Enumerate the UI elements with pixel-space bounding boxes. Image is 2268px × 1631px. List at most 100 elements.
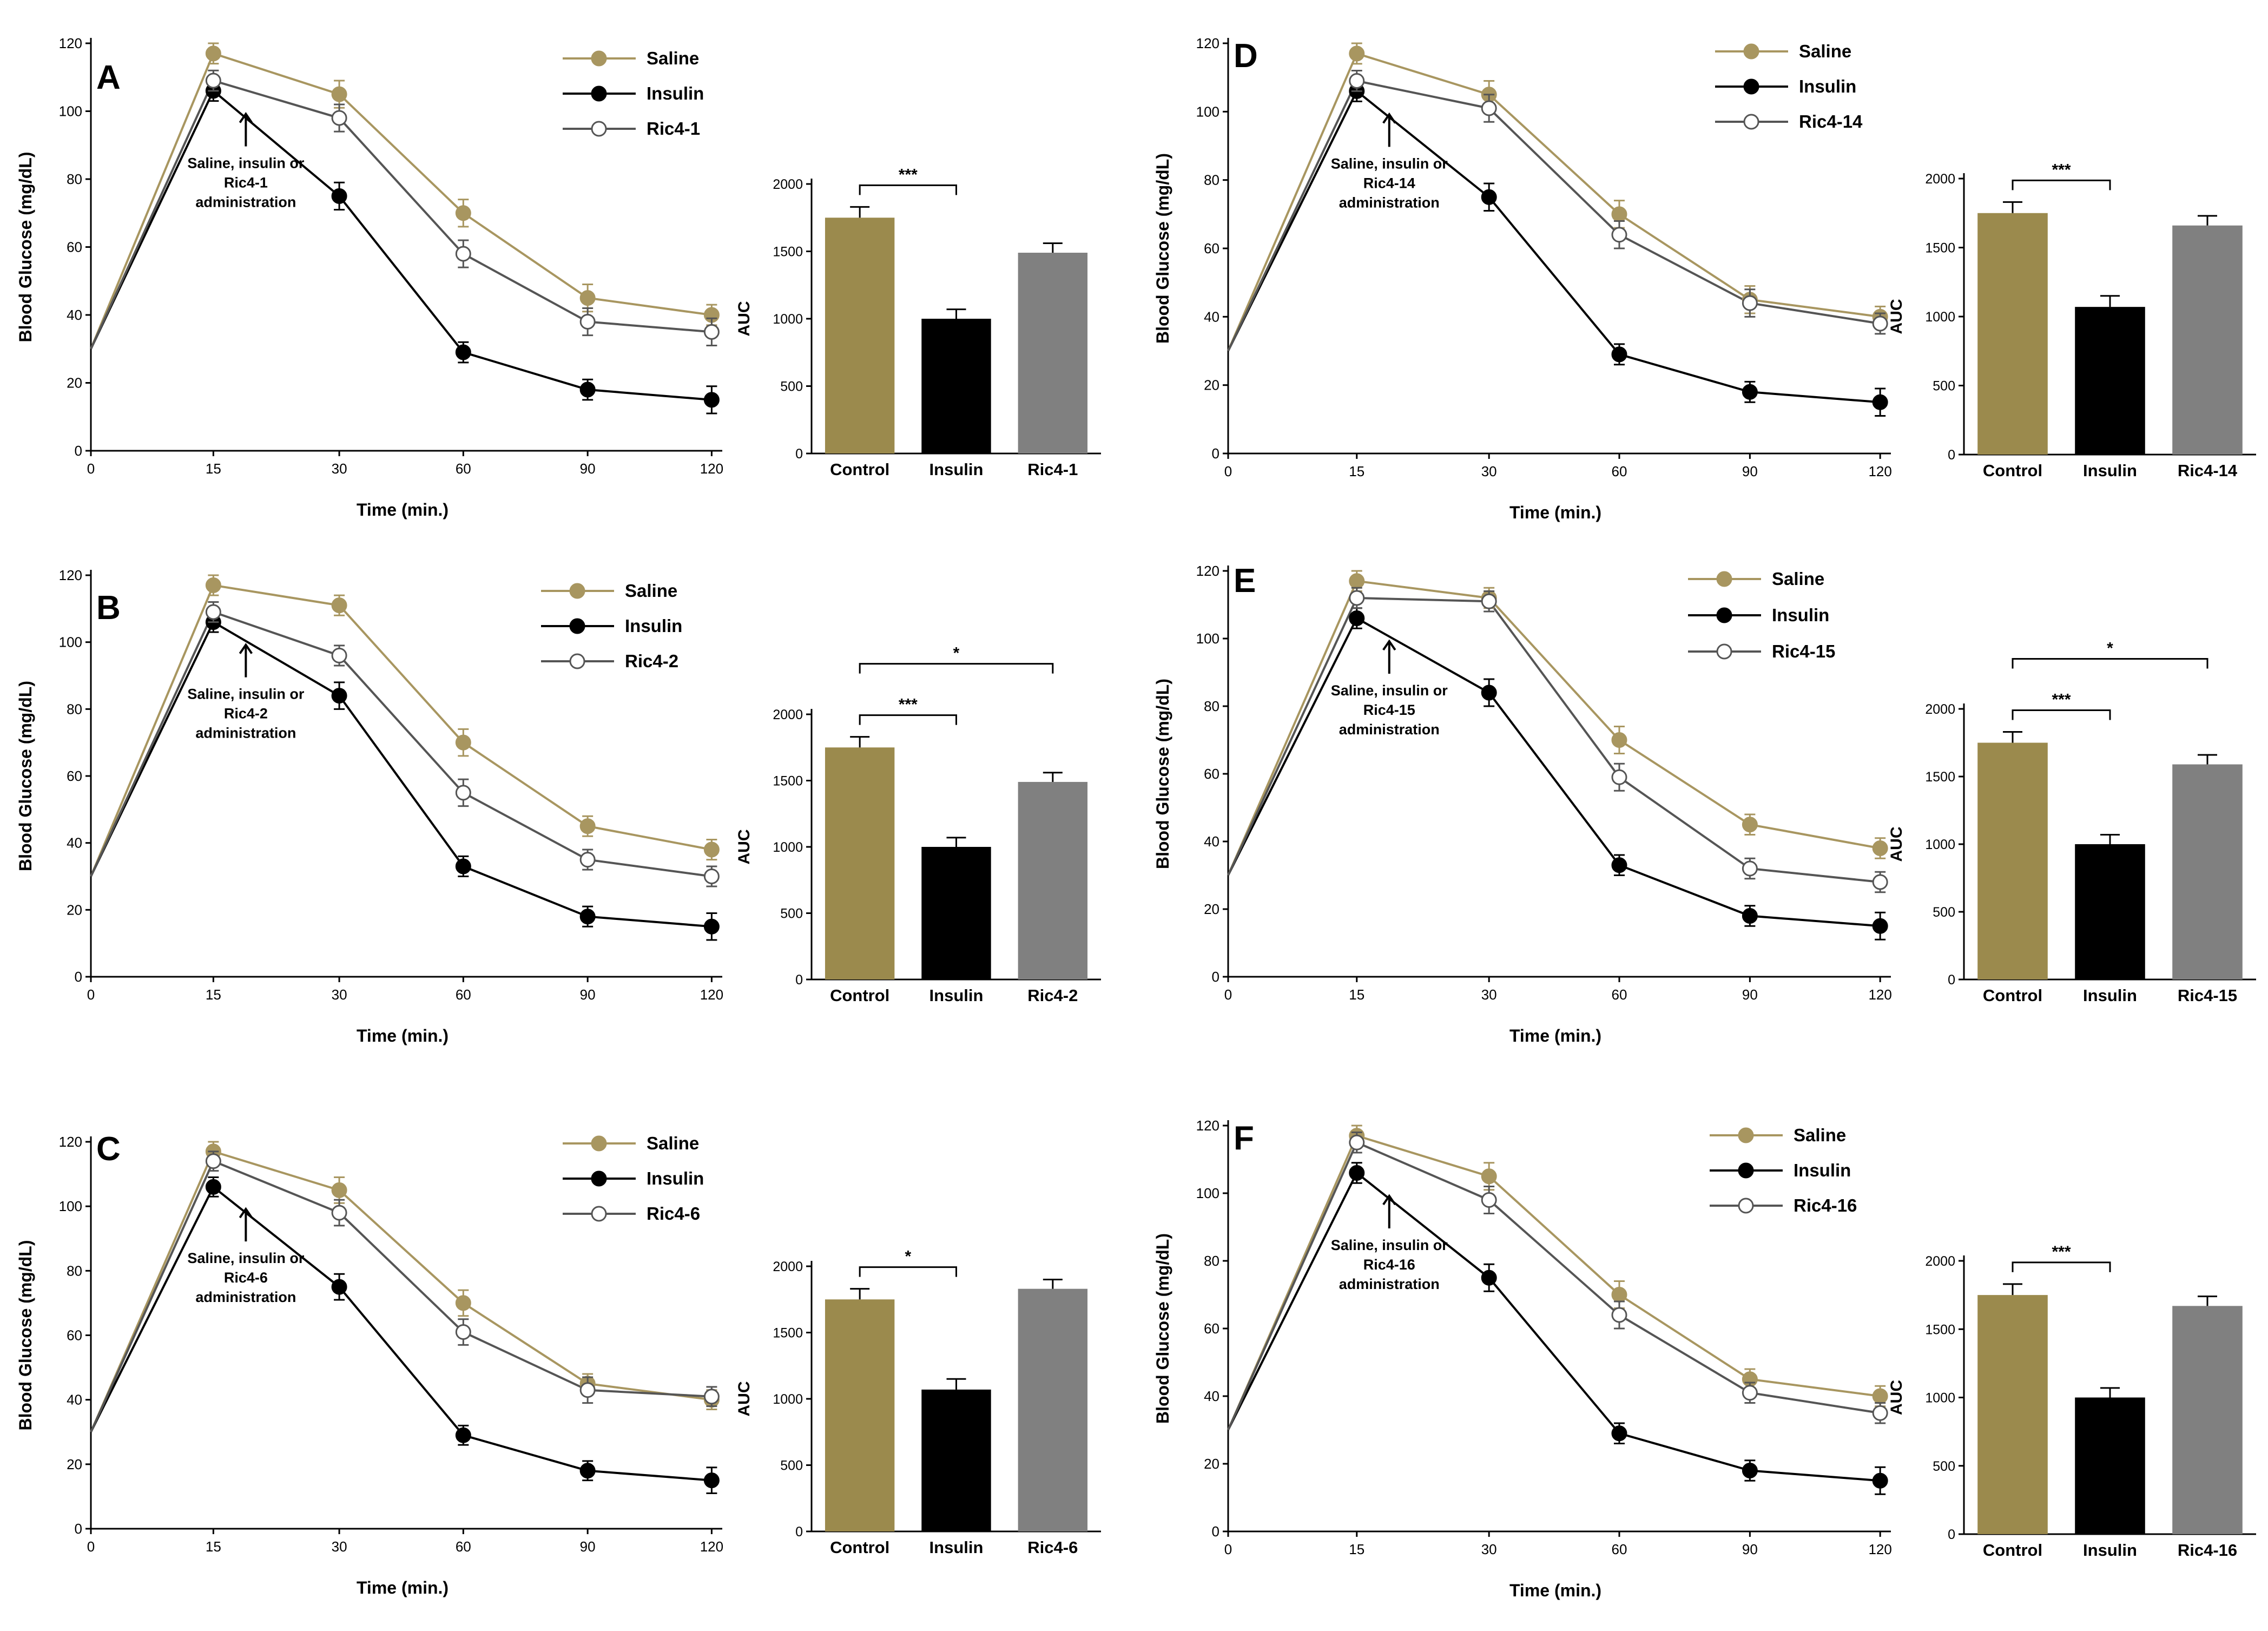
auc-bar-ric4-15 (2172, 764, 2243, 979)
x-tick-label: 0 (87, 461, 95, 477)
x-tick-label: 60 (456, 461, 471, 477)
y-tick-label: 60 (1204, 1320, 1219, 1337)
data-point (1481, 100, 1497, 116)
data-point (1349, 590, 1365, 606)
bar-category-label: Ric4-15 (2178, 986, 2237, 1005)
auc-bar-control (825, 1299, 895, 1531)
bar-category-label: Ric4-6 (1027, 1538, 1078, 1557)
y-tick-label: 120 (59, 567, 82, 583)
legend-marker (1743, 114, 1759, 130)
data-point (1611, 1307, 1627, 1323)
x-tick-label: 30 (332, 987, 347, 1003)
y-tick-label: 60 (67, 1327, 82, 1344)
auc-bar-chart-c: 0 500 1000 1500 2000 AUC Control Insulin Ric4-6 * (735, 1248, 1101, 1557)
legend-marker (569, 583, 585, 599)
y-tick-label: 100 (1196, 103, 1219, 120)
data-point (1481, 189, 1497, 205)
bar-y-tick-label: 500 (1933, 1459, 1955, 1474)
y-tick-label: 0 (1212, 969, 1219, 985)
data-point (455, 1324, 471, 1340)
legend-marker (569, 618, 585, 634)
data-point (455, 734, 471, 751)
y-tick-label: 20 (67, 1456, 82, 1472)
data-point (331, 1182, 347, 1198)
data-point (331, 688, 347, 704)
y-axis-label: Blood Glucose (mg/dL) (16, 681, 35, 871)
y-tick-label: 20 (1204, 1456, 1219, 1472)
annotation-text: administration (1339, 721, 1440, 738)
series-line-saline (90, 1150, 712, 1433)
y-tick-label: 20 (1204, 377, 1219, 393)
legend-marker (1743, 43, 1759, 60)
auc-bar-ric4-16 (2172, 1306, 2243, 1534)
data-point (579, 382, 596, 398)
annotation-text: administration (195, 194, 296, 211)
bar-y-tick-label: 0 (1948, 1527, 1955, 1542)
data-point (205, 73, 221, 89)
x-tick-label: 15 (206, 1538, 221, 1555)
data-point (1742, 1385, 1758, 1401)
legend-label: Saline (647, 48, 699, 68)
annotation-arrowhead (239, 111, 253, 123)
auc-bar-control (1977, 213, 2048, 455)
panel-letter: D (1234, 37, 1258, 75)
panel-letter: B (96, 589, 121, 627)
auc-bar-chart-d: 0 500 1000 1500 2000 AUC Control Insulin Ric4-14… (1888, 161, 2256, 480)
annotation-text: Saline, insulin or (187, 686, 305, 702)
series-line-ric4-1 (90, 79, 712, 350)
bar-y-tick-label: 2000 (1925, 172, 1955, 187)
data-point (1872, 1388, 1888, 1404)
annotation-text: administration (195, 1289, 296, 1305)
bar-y-axis-label: AUC (735, 830, 753, 865)
x-tick-label: 0 (1224, 987, 1232, 1003)
panel-d: D 0 20 40 60 80 100 120 0 15 30 60 90 120 Blood Glucos… (1153, 35, 2256, 522)
data-point (331, 1205, 347, 1221)
bar-category-label: Insulin (929, 1538, 984, 1557)
auc-bar-insulin (921, 1389, 991, 1531)
data-point (1481, 1270, 1497, 1286)
annotation-text: Saline, insulin or (1331, 155, 1448, 172)
bar-y-tick-label: 0 (795, 1524, 803, 1540)
significance-bracket (859, 1266, 957, 1277)
series-line-insulin (1227, 616, 1881, 928)
series-line-insulin (90, 89, 712, 401)
legend-marker (591, 1135, 607, 1152)
y-axis-label: Blood Glucose (mg/dL) (16, 1240, 35, 1431)
data-point (579, 818, 596, 834)
significance-bracket (859, 714, 957, 725)
data-point (1742, 295, 1758, 311)
bar-y-tick-label: 2000 (1925, 1254, 1955, 1269)
data-point (205, 1153, 221, 1169)
data-point (1611, 732, 1627, 748)
y-tick-label: 0 (1212, 445, 1219, 462)
series-line-insulin (90, 1185, 712, 1482)
series-line-ric4-16 (1227, 1141, 1881, 1431)
bar-category-label: Insulin (929, 986, 984, 1005)
x-axis-label: Time (min.) (357, 1026, 449, 1045)
bar-y-axis-label: AUC (1888, 1380, 1906, 1415)
y-tick-label: 120 (1196, 1117, 1219, 1134)
bar-y-tick-label: 2000 (1925, 702, 1955, 717)
series-line-ric4-14 (1227, 80, 1881, 352)
y-tick-label: 20 (67, 375, 82, 391)
bar-y-axis-label: AUC (735, 301, 753, 337)
significance-bracket (2012, 1261, 2111, 1272)
data-point (1611, 227, 1627, 243)
x-tick-label: 30 (1481, 463, 1497, 479)
legend-marker (569, 653, 585, 669)
y-tick-label: 0 (75, 1521, 82, 1537)
x-tick-label: 60 (456, 987, 471, 1003)
x-tick-label: 0 (87, 987, 95, 1003)
data-point (1872, 394, 1888, 410)
data-point (455, 246, 471, 262)
x-axis-label: Time (min.) (357, 1578, 449, 1597)
x-tick-label: 60 (1612, 463, 1627, 479)
data-point (331, 647, 347, 663)
bar-y-axis-label: AUC (735, 1382, 753, 1417)
legend-label: Insulin (625, 616, 682, 636)
panel-letter: A (96, 59, 121, 96)
series-line-insulin (90, 620, 712, 928)
data-point (703, 1389, 720, 1405)
auc-bar-insulin (921, 847, 991, 979)
